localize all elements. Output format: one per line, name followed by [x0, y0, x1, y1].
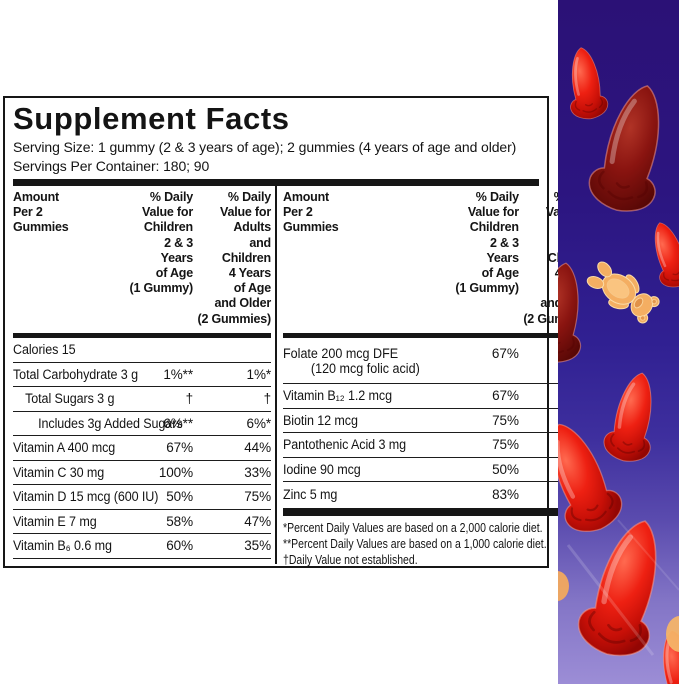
table-row-pantothenic-acid: Pantothenic Acid 3 mg 75% 60% [283, 433, 597, 458]
dv-adults-value: 44% [244, 440, 271, 456]
header-dv-adults: % Daily Value for Adults and Children 4 … [197, 190, 271, 326]
dv-adults-value: 47% [244, 513, 271, 529]
table-row-total-carbohydrate: Total Carbohydrate 3 g 1%** 1%* [13, 363, 272, 387]
gummy-background-image [558, 0, 679, 684]
nutrient-name: Includes 3g Added Sugars [38, 415, 183, 431]
header-amount: Amount Per 2 Gummies [283, 190, 339, 235]
nutrient-name: Zinc 5 mg [283, 486, 338, 502]
dv-children-value: 75% [492, 437, 519, 453]
table-row-vitamin-e: Vitamin E 7 mg 58% 47% [13, 510, 271, 534]
divider-bar [13, 179, 539, 186]
nutrient-name: Iodine 90 mcg [283, 461, 361, 477]
serving-info: Serving Size: 1 gummy (2 & 3 years of ag… [13, 138, 539, 176]
dv-children-value: 1%** [163, 366, 193, 382]
dv-children-value: 6%** [163, 415, 193, 431]
dv-adults-value: 6%* [246, 415, 272, 431]
column-headers-right: Amount Per 2 Gummies % Daily Value for C… [283, 186, 597, 333]
table-row-biotin: Biotin 12 mcg 75% 40% [283, 409, 597, 433]
orange-gummy-edge [666, 616, 679, 652]
table-row-total-sugars: Total Sugars 3 g † † [13, 387, 271, 412]
column-headers-left: Amount Per 2 Gummies % Daily Value for C… [13, 186, 271, 333]
table-row-vitamin-a: Vitamin A 400 mcg 67% 44% [13, 436, 271, 461]
facts-columns: Amount Per 2 Gummies % Daily Value for C… [13, 186, 597, 567]
dv-children-value: 67% [491, 346, 519, 361]
nutrient-name: Pantothenic Acid 3 mg [283, 437, 406, 453]
orange-gummy-bear [579, 252, 665, 331]
nutrient-subnote: (120 mcg folic acid) [310, 361, 420, 376]
dark-red-gummy [558, 257, 594, 368]
dv-adults-value: 33% [244, 464, 271, 480]
dv-adults-value: 35% [244, 538, 271, 554]
dv-children-value: 75% [492, 412, 519, 428]
footnote-daily-value: †Daily Value not established. [283, 553, 418, 568]
facts-column-right: Amount Per 2 Gummies % Daily Value for C… [275, 186, 597, 567]
nutrient-name: Vitamin E 7 mg [13, 513, 97, 529]
dv-adults-value: † [263, 391, 272, 407]
nutrient-name: Calories 15 [13, 342, 76, 358]
dv-adults-value: 75% [244, 489, 271, 505]
table-row-vitamin-d: Vitamin D 15 mcg (600 IU) 50% 75% [13, 485, 271, 510]
table-row-calories: Calories 15 [13, 338, 271, 363]
table-row-added-sugars: Includes 3g Added Sugars 6%** 6%* [13, 412, 272, 436]
supplement-facts-panel: Supplement Facts Serving Size: 1 gummy (… [3, 96, 597, 568]
dv-children-value: 100% [158, 464, 193, 480]
dv-children-value: 67% [166, 440, 193, 456]
nutrient-name: Total Carbohydrate 3 g [13, 366, 138, 382]
red-gummy [561, 43, 611, 123]
servings-per-container: Servings Per Container: 180; 90 [13, 158, 210, 174]
light-streak [617, 519, 679, 591]
header-amount: Amount Per 2 Gummies [13, 190, 69, 235]
table-row-vitamin-b12: Vitamin B₁₂ 1.2 mcg 67% 50% [283, 384, 597, 409]
nutrient-name: Total Sugars 3 g [25, 391, 115, 407]
dv-children-value: 50% [492, 461, 519, 477]
dv-children-value: † [185, 391, 194, 407]
table-row-iodine: Iodine 90 mcg 50% 60% [283, 458, 597, 482]
nutrient-name: Vitamin B₁₂ 1.2 mcg [283, 388, 392, 404]
red-gummy [641, 216, 679, 293]
nutrient-name: Vitamin A 400 mcg [13, 440, 116, 456]
nutrient-name: Biotin 12 mcg [283, 412, 358, 428]
table-row-folate: Folate 200 mcg DFE 67% 50% (120 mcg foli… [283, 338, 597, 384]
table-row-vitamin-b6: Vitamin B₆ 0.6 mg 60% 35% [13, 534, 271, 559]
footnote-2000-calorie: *Percent Daily Values are based on a 2,0… [283, 520, 543, 535]
header-dv-children: % Daily Value for Children 2 & 3 Years o… [129, 190, 194, 296]
dv-children-value: 50% [166, 489, 193, 505]
dv-children-value: 83% [492, 486, 519, 502]
header-dv-children: % Daily Value for Children 2 & 3 Years o… [455, 190, 519, 296]
divider-bar [283, 507, 597, 516]
orange-gummy-edge [558, 571, 569, 601]
table-row-vitamin-c: Vitamin C 30 mg 100% 33% [13, 461, 271, 485]
light-streak [566, 544, 655, 656]
nutrient-name: Vitamin D 15 mcg (600 IU) [13, 489, 159, 505]
dv-children-value: 58% [166, 513, 193, 529]
facts-column-left: Amount Per 2 Gummies % Daily Value for C… [13, 186, 275, 564]
serving-size: Serving Size: 1 gummy (2 & 3 years of ag… [13, 139, 517, 155]
gummy-graphics [558, 43, 679, 684]
nutrient-name: Vitamin B₆ 0.6 mg [13, 538, 112, 554]
table-row-zinc: Zinc 5 mg 83% 45% [283, 482, 597, 507]
nutrient-name: Vitamin C 30 mg [13, 464, 105, 480]
panel-title: Supplement Facts [13, 101, 290, 136]
divider-bar [13, 333, 271, 338]
footnotes: *Percent Daily Values are based on a 2,0… [283, 520, 597, 569]
red-gummy [572, 511, 679, 664]
red-gummy [599, 366, 667, 468]
dv-children-value: 60% [166, 538, 193, 554]
nutrient-name: Folate 200 mcg DFE [283, 346, 399, 361]
dv-children-value: 67% [492, 388, 519, 404]
dv-adults-value: 1%* [246, 366, 272, 382]
footnote-1000-calorie: **Percent Daily Values are based on a 1,… [283, 536, 547, 551]
divider-bar [283, 333, 597, 338]
